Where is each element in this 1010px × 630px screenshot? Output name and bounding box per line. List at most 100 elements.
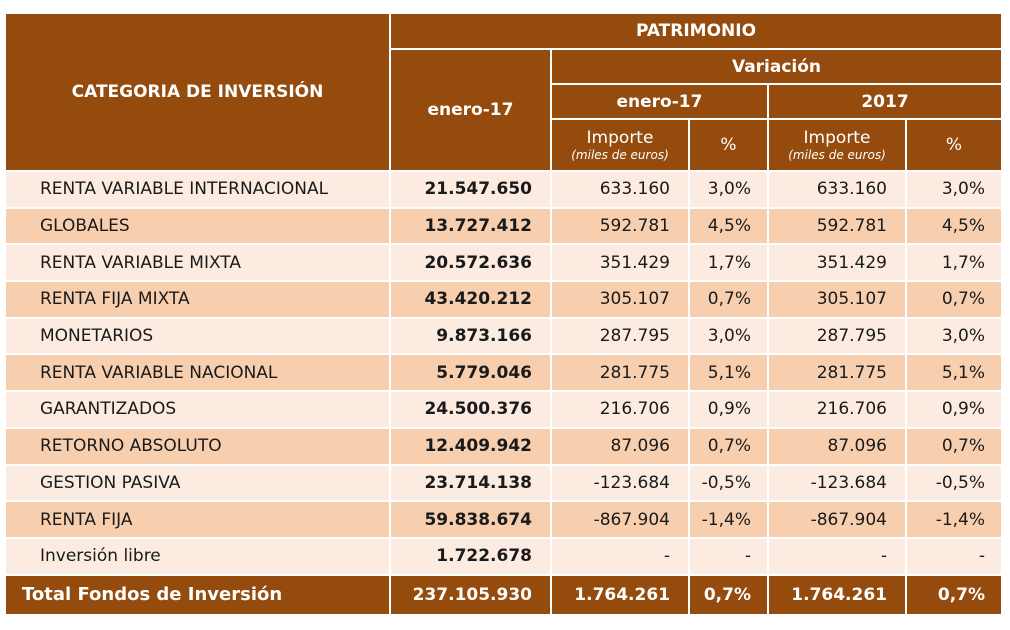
- row-enero-17: 9.873.166: [389, 316, 552, 356]
- row-pct-enero: 0,9%: [688, 390, 769, 429]
- table-row: RETORNO ABSOLUTO 12.409.942 87.096 0,7% 87.0…: [4, 426, 1004, 466]
- header-pct-enero: %: [688, 118, 769, 172]
- total-enero-17: 237.105.930: [389, 573, 552, 616]
- row-pct-enero: 5,1%: [688, 353, 769, 393]
- row-pct-2017: -: [904, 536, 1004, 576]
- row-pct-enero: 4,5%: [688, 206, 769, 246]
- row-importe-2017: -: [767, 536, 907, 576]
- header-importe-label: Importe: [586, 128, 654, 148]
- row-importe-2017: 633.160: [767, 170, 907, 209]
- row-importe-2017: 216.706: [767, 390, 907, 429]
- row-pct-enero: 0,7%: [688, 426, 769, 466]
- row-pct-enero: 0,7%: [688, 280, 769, 319]
- row-importe-2017: 351.429: [767, 243, 907, 283]
- row-importe-enero: 592.781: [550, 206, 690, 246]
- row-category: Inversión libre: [4, 536, 391, 576]
- table-row: GARANTIZADOS 24.500.376 216.706 0,9% 216.706…: [4, 390, 1004, 429]
- row-category: RENTA VARIABLE NACIONAL: [4, 353, 391, 393]
- row-importe-enero: 305.107: [550, 280, 690, 319]
- row-pct-2017: 3,0%: [904, 170, 1004, 209]
- total-category: Total Fondos de Inversión: [4, 573, 391, 616]
- row-importe-2017: 87.096: [767, 426, 907, 466]
- patrimonio-table: CATEGORIA DE INVERSIÓN PATRIMONIO enero-…: [4, 12, 1004, 616]
- table-row: RENTA VARIABLE INTERNACIONAL 21.547.650 63…: [4, 170, 1004, 209]
- header-importe-2017: Importe (miles de euros): [767, 118, 907, 172]
- row-enero-17: 1.722.678: [389, 536, 552, 576]
- row-pct-enero: -0,5%: [688, 463, 769, 503]
- row-category: RENTA FIJA: [4, 500, 391, 539]
- header-patrimonio: PATRIMONIO: [388, 12, 1004, 50]
- row-pct-2017: -1,4%: [904, 500, 1004, 539]
- row-pct-enero: 3,0%: [688, 316, 769, 356]
- table-row: RENTA FIJA 59.838.674 -867.904 -1,4% -867.90…: [4, 500, 1004, 539]
- row-enero-17: 23.714.138: [389, 463, 552, 503]
- total-importe-2017: 1.764.261: [767, 573, 907, 616]
- row-pct-2017: -0,5%: [904, 463, 1004, 503]
- row-category: GLOBALES: [4, 206, 391, 246]
- table-row: Inversión libre 1.722.678- - - -: [4, 536, 1004, 576]
- row-category: GARANTIZADOS: [4, 390, 391, 429]
- header-importe-enero: Importe (miles de euros): [550, 118, 690, 172]
- row-enero-17: 5.779.046: [389, 353, 552, 393]
- header-importe-unit: (miles de euros): [788, 148, 886, 162]
- header-variacion: Variación: [549, 48, 1004, 85]
- row-importe-enero: -123.684: [550, 463, 690, 503]
- row-importe-2017: 287.795: [767, 316, 907, 356]
- total-pct-enero: 0,7%: [688, 573, 769, 616]
- total-pct-2017: 0,7%: [904, 573, 1004, 616]
- row-pct-enero: -: [688, 536, 769, 576]
- row-importe-2017: 281.775: [767, 353, 907, 393]
- row-pct-2017: 3,0%: [904, 316, 1004, 356]
- row-importe-enero: 633.160: [550, 170, 690, 209]
- row-importe-enero: 216.706: [550, 390, 690, 429]
- table-row: RENTA VARIABLE NACIONAL 5.779.046 281.775 5…: [4, 353, 1004, 393]
- table-row: RENTA VARIABLE MIXTA 20.572.636 351.429 1,7…: [4, 243, 1004, 283]
- header-pct-2017: %: [904, 118, 1004, 172]
- table-wrapper: CATEGORIA DE INVERSIÓN PATRIMONIO enero-…: [4, 12, 1004, 616]
- row-importe-2017: 592.781: [767, 206, 907, 246]
- table-row: MONETARIOS 9.873.166 287.795 3,0% 287.795 3,0…: [4, 316, 1004, 356]
- row-pct-2017: 0,7%: [904, 280, 1004, 319]
- row-importe-enero: 87.096: [550, 426, 690, 466]
- row-importe-enero: 281.775: [550, 353, 690, 393]
- row-category: GESTION PASIVA: [4, 463, 391, 503]
- row-category: MONETARIOS: [4, 316, 391, 356]
- row-enero-17: 24.500.376: [389, 390, 552, 429]
- row-category: RENTA FIJA MIXTA: [4, 280, 391, 319]
- row-enero-17: 59.838.674: [389, 500, 552, 539]
- row-enero-17: 43.420.212: [389, 280, 552, 319]
- table-row: GLOBALES 13.727.412 592.781 4,5% 592.781 4,5%: [4, 206, 1004, 246]
- row-pct-2017: 4,5%: [904, 206, 1004, 246]
- row-importe-enero: -867.904: [550, 500, 690, 539]
- row-enero-17: 13.727.412: [389, 206, 552, 246]
- row-pct-enero: 1,7%: [688, 243, 769, 283]
- table-header: CATEGORIA DE INVERSIÓN PATRIMONIO enero-…: [4, 12, 1004, 172]
- table-body: RENTA VARIABLE INTERNACIONAL 21.547.650 63…: [4, 170, 1004, 616]
- row-category: RENTA VARIABLE MIXTA: [4, 243, 391, 283]
- table-row: GESTION PASIVA 23.714.138 -123.684 -0,5% -12…: [4, 463, 1004, 503]
- row-enero-17: 20.572.636: [389, 243, 552, 283]
- row-pct-2017: 0,9%: [904, 390, 1004, 429]
- header-categoria: CATEGORIA DE INVERSIÓN: [4, 12, 391, 172]
- header-importe-label: Importe: [803, 128, 871, 148]
- row-importe-2017: 305.107: [767, 280, 907, 319]
- row-category: RENTA VARIABLE INTERNACIONAL: [4, 170, 391, 209]
- row-category: RETORNO ABSOLUTO: [4, 426, 391, 466]
- row-enero-17: 21.547.650: [389, 170, 552, 209]
- row-pct-2017: 0,7%: [904, 426, 1004, 466]
- total-importe-enero: 1.764.261: [550, 573, 690, 616]
- header-variacion-enero-17: enero-17: [550, 83, 769, 120]
- total-row: Total Fondos de Inversión 237.105.930 1.76…: [4, 573, 1004, 616]
- header-variacion-2017: 2017: [766, 83, 1004, 120]
- row-enero-17: 12.409.942: [389, 426, 552, 466]
- row-importe-enero: 351.429: [550, 243, 690, 283]
- row-importe-2017: -867.904: [767, 500, 907, 539]
- header-enero-17: enero-17: [389, 48, 552, 172]
- row-importe-enero: 287.795: [550, 316, 690, 356]
- header-importe-unit: (miles de euros): [571, 148, 669, 162]
- row-pct-2017: 1,7%: [904, 243, 1004, 283]
- row-pct-2017: 5,1%: [904, 353, 1004, 393]
- table-row: RENTA FIJA MIXTA 43.420.212 305.107 0,7% 305…: [4, 280, 1004, 319]
- row-importe-enero: -: [550, 536, 690, 576]
- row-importe-2017: -123.684: [767, 463, 907, 503]
